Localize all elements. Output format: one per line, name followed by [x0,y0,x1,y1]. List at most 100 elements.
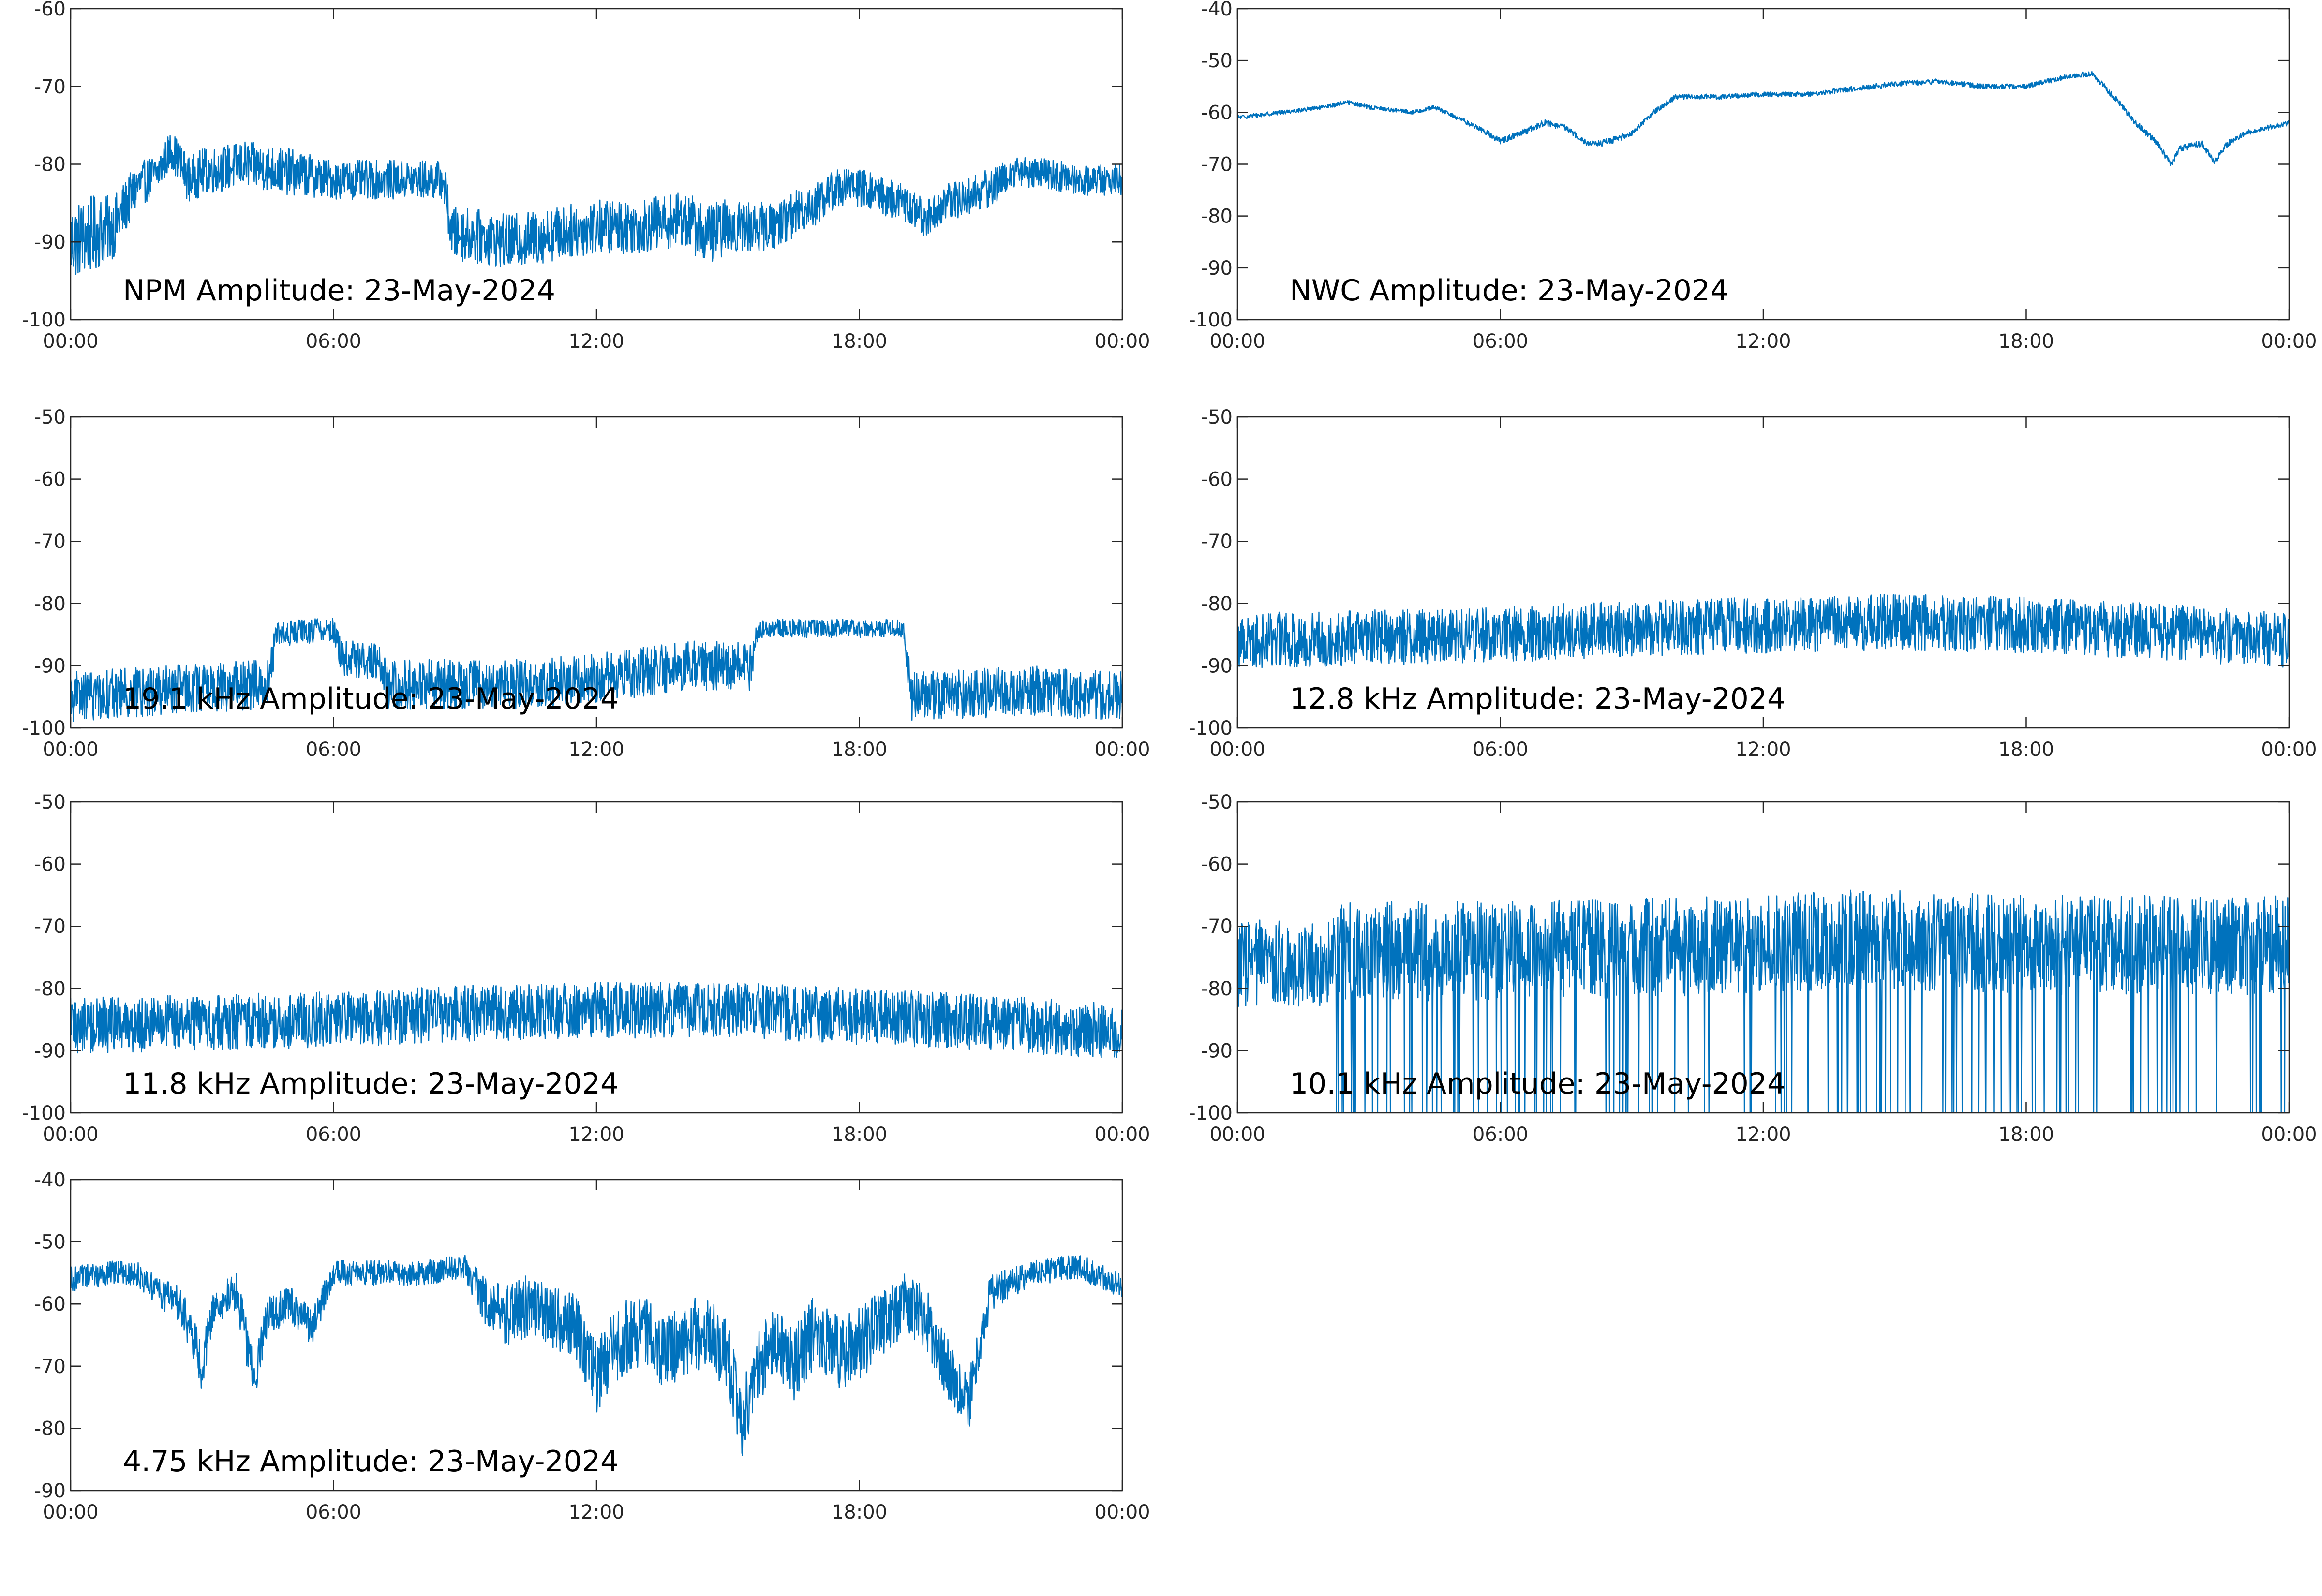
x-tick-label: 00:00 [1094,1501,1150,1523]
y-tick-label: -80 [1201,978,1233,1000]
y-tick-label: -90 [1201,1040,1233,1062]
x-tick-label: 12:00 [568,739,624,761]
y-tick-label: -100 [1189,717,1233,739]
x-tick-label: 00:00 [1209,1123,1265,1146]
y-tick-label: -70 [1201,916,1233,938]
x-tick-label: 00:00 [2261,739,2317,761]
y-tick-label: -70 [34,916,66,938]
series-line [1237,71,2289,166]
x-tick-label: 06:00 [306,1501,361,1523]
y-tick-label: -60 [34,0,66,20]
y-tick-label: -60 [34,469,66,491]
axes-frame [70,801,1123,1114]
y-tick-label: -60 [34,1293,66,1315]
x-tick-label: 00:00 [1209,330,1265,353]
x-tick-label: 00:00 [1094,739,1150,761]
y-tick-label: -50 [1201,791,1233,813]
y-tick-label: -80 [34,154,66,176]
y-tick-label: -70 [1201,531,1233,553]
x-tick-label: 12:00 [568,330,624,353]
series-line [71,618,1122,722]
y-tick-label: -60 [1201,469,1233,491]
x-tick-label: 00:00 [2261,1123,2317,1146]
x-tick-label: 00:00 [43,1123,98,1146]
series-line [1237,889,2289,1113]
y-tick-label: -90 [1201,655,1233,677]
x-tick-label: 06:00 [1473,330,1528,353]
x-tick-label: 00:00 [2261,330,2317,353]
x-tick-label: 12:00 [1735,1123,1791,1146]
axes-frame [1236,416,2290,729]
y-tick-label: -100 [22,1102,66,1124]
series-line [71,135,1122,275]
y-tick-label: -50 [34,1231,66,1254]
x-tick-label: 00:00 [43,330,98,353]
y-tick-label: -90 [34,655,66,677]
panel-title: NWC Amplitude: 23-May-2024 [1290,274,1728,308]
x-tick-label: 18:00 [832,1123,887,1146]
y-tick-label: -70 [1201,154,1233,176]
x-tick-label: 00:00 [1209,739,1265,761]
x-tick-label: 18:00 [832,739,887,761]
y-tick-label: -90 [1201,257,1233,280]
y-tick-label: -70 [34,531,66,553]
x-tick-label: 06:00 [306,739,361,761]
y-tick-label: -100 [1189,1102,1233,1124]
x-tick-label: 18:00 [1998,330,2054,353]
y-tick-label: -80 [34,593,66,615]
y-tick-label: -40 [1201,0,1233,20]
x-tick-label: 12:00 [1735,739,1791,761]
x-tick-label: 06:00 [306,330,361,353]
y-tick-label: -80 [1201,593,1233,615]
x-tick-label: 18:00 [832,1501,887,1523]
axes-frame [70,1179,1123,1492]
y-tick-label: -50 [1201,50,1233,72]
y-tick-label: -50 [34,791,66,813]
x-tick-label: 18:00 [1998,739,2054,761]
series-line [71,981,1122,1058]
panel-title: 19.1 kHz Amplitude: 23-May-2024 [123,682,619,716]
y-tick-label: -80 [34,1418,66,1440]
panel-title: 4.75 kHz Amplitude: 23-May-2024 [123,1445,619,1478]
y-tick-label: -90 [34,1040,66,1062]
panel-title: 11.8 kHz Amplitude: 23-May-2024 [123,1067,619,1101]
y-tick-label: -100 [22,717,66,739]
x-tick-label: 06:00 [1473,1123,1528,1146]
y-tick-label: -90 [34,1480,66,1502]
y-tick-label: -90 [34,231,66,253]
y-tick-label: -80 [34,978,66,1000]
y-tick-label: -50 [34,406,66,429]
x-tick-label: 12:00 [1735,330,1791,353]
y-tick-label: -70 [34,1356,66,1378]
series-line [71,1255,1122,1456]
y-tick-label: -70 [34,76,66,98]
y-tick-label: -40 [34,1169,66,1191]
x-tick-label: 06:00 [1473,739,1528,761]
x-tick-label: 00:00 [1094,330,1150,353]
y-tick-label: -50 [1201,406,1233,429]
panel-title: 12.8 kHz Amplitude: 23-May-2024 [1290,682,1786,716]
y-tick-label: -60 [34,854,66,876]
x-tick-label: 00:00 [1094,1123,1150,1146]
panel-title: 10.1 kHz Amplitude: 23-May-2024 [1290,1067,1786,1101]
y-tick-label: -80 [1201,206,1233,228]
y-tick-label: -100 [1189,309,1233,331]
x-tick-label: 18:00 [832,330,887,353]
x-tick-label: 12:00 [568,1501,624,1523]
x-tick-label: 00:00 [43,739,98,761]
series-line [1237,593,2289,668]
x-tick-label: 18:00 [1998,1123,2054,1146]
x-tick-label: 12:00 [568,1123,624,1146]
axes-frame [1236,8,2290,321]
y-tick-label: -60 [1201,102,1233,124]
panel-title: NPM Amplitude: 23-May-2024 [123,274,555,308]
y-tick-label: -100 [22,309,66,331]
